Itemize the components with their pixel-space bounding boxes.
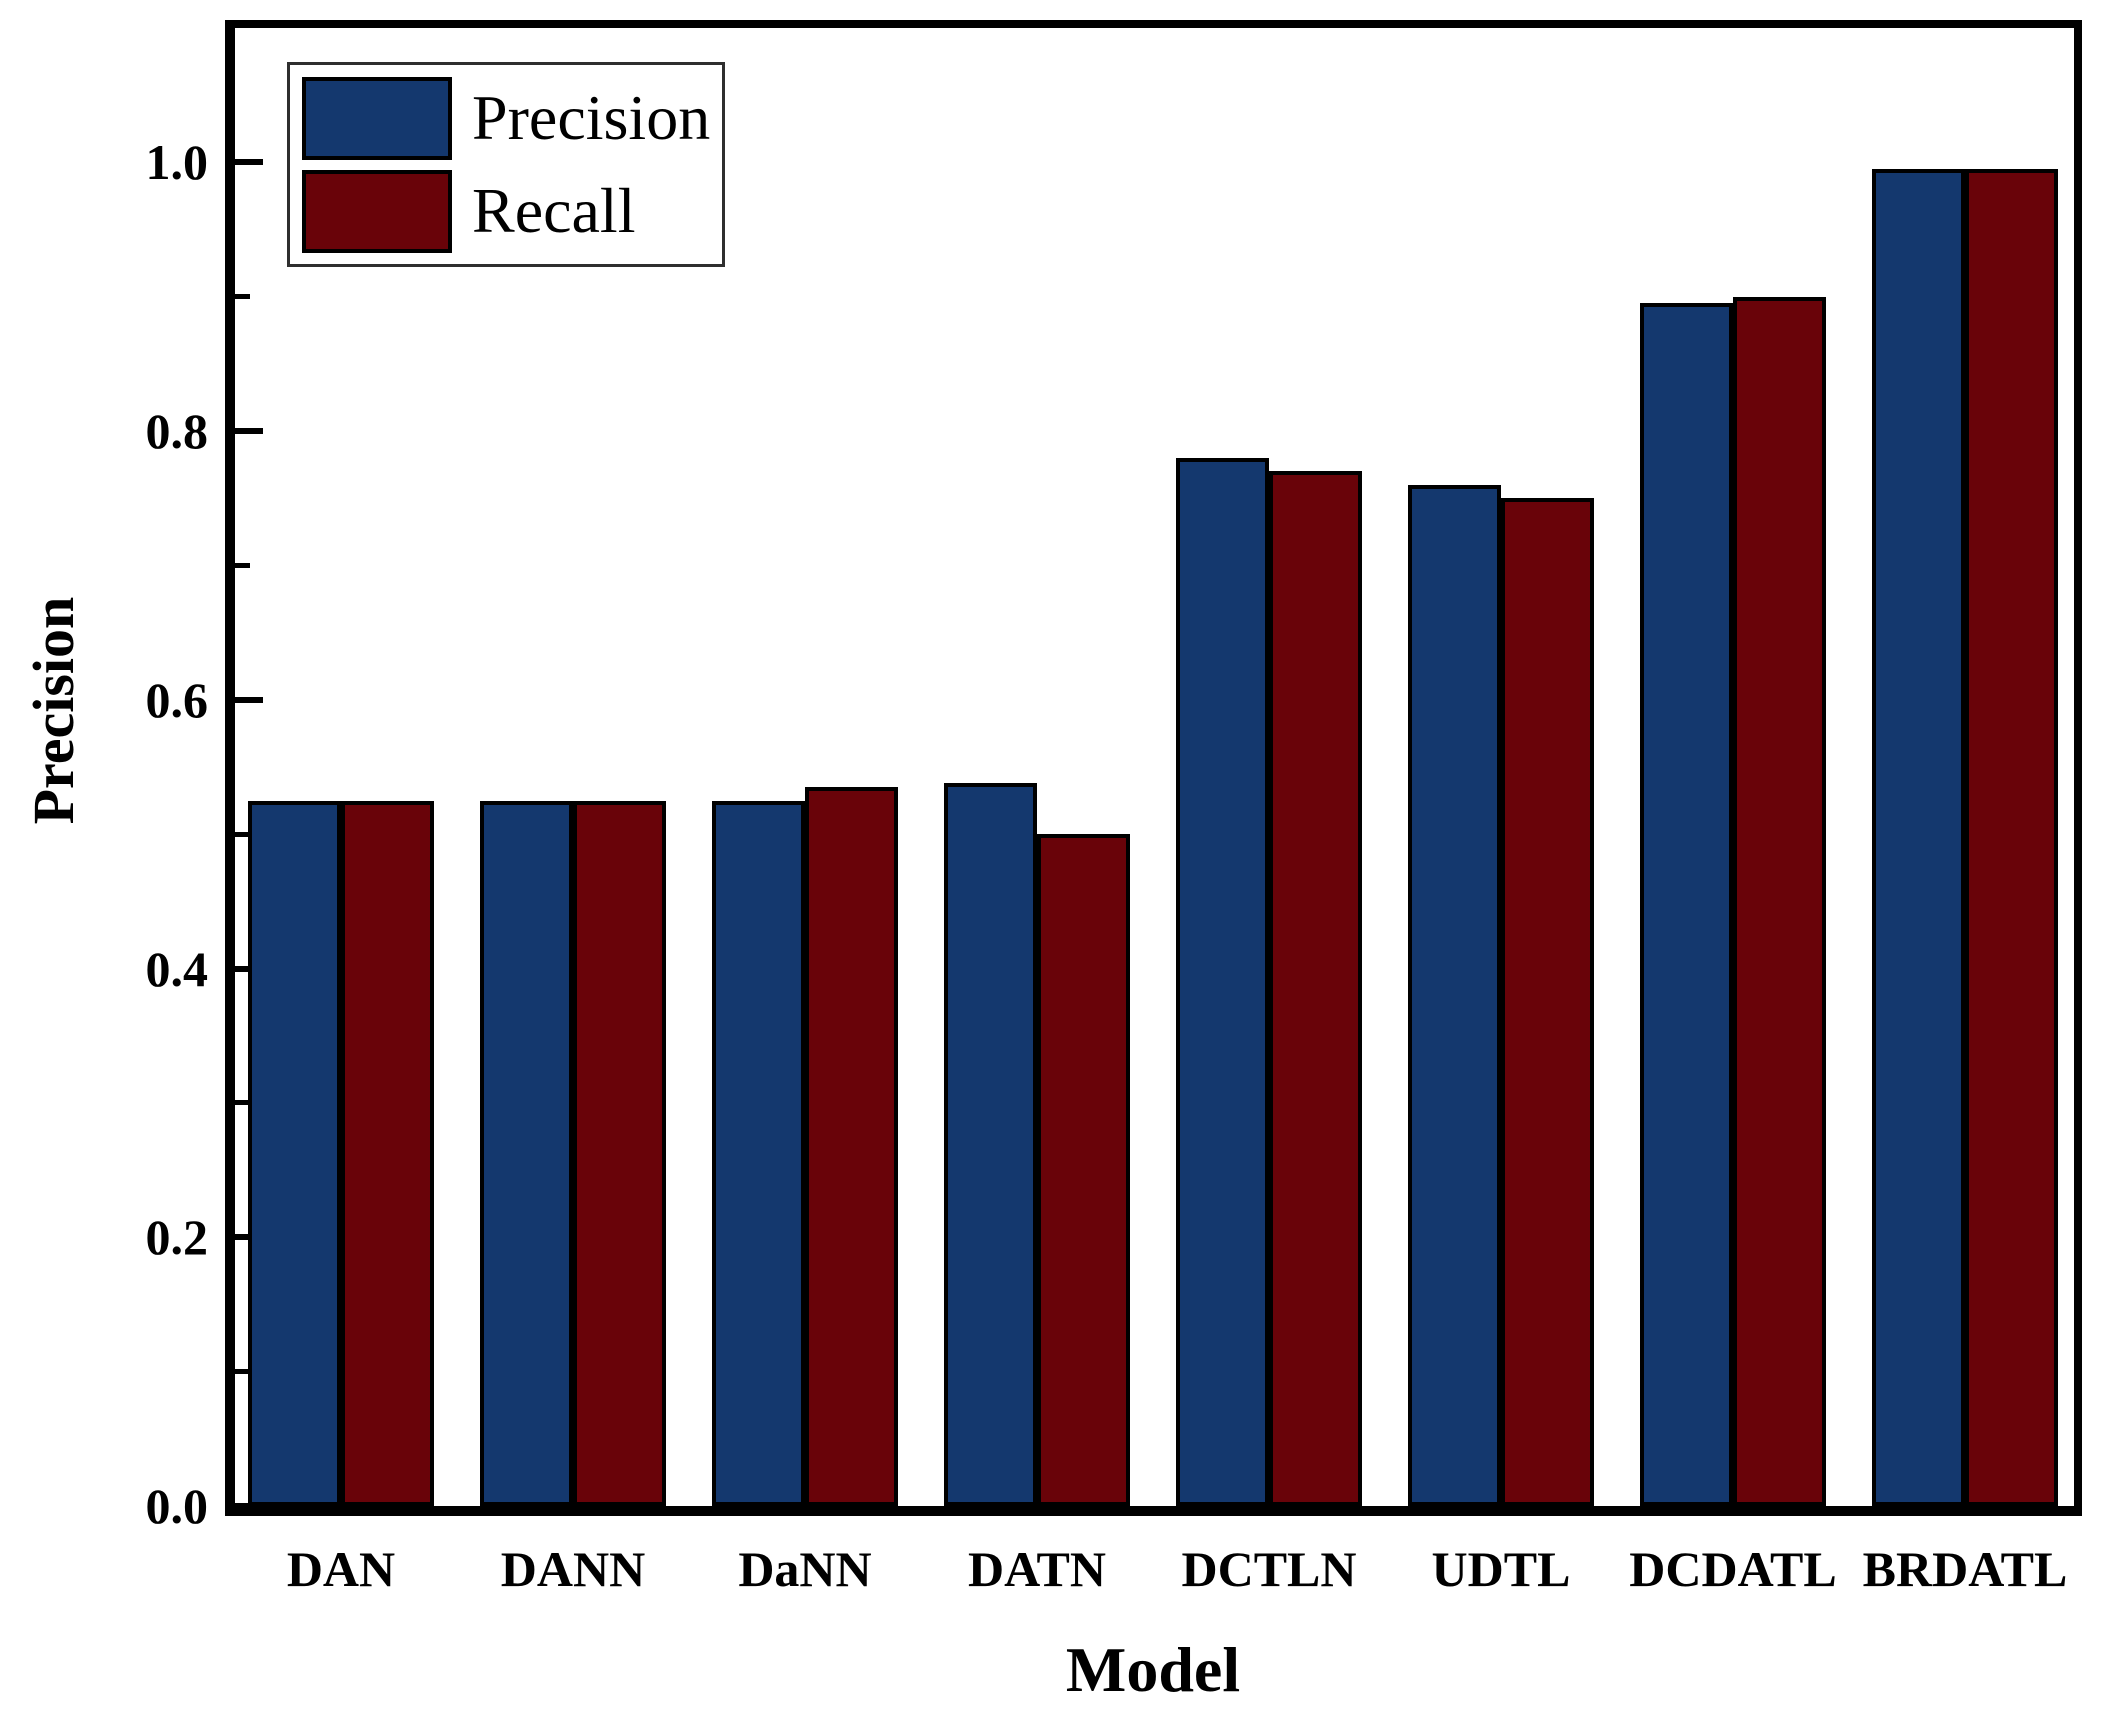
legend-swatch-precision-icon [302,76,452,160]
y-tick-label-0.8: 0.8 [145,403,209,460]
legend-swatch-recall-icon [302,169,452,253]
y-tick-label-0.2: 0.2 [145,1209,209,1266]
x-tick-label-DaNN: DaNN [738,1541,872,1597]
x-tick-label-DCTLN: DCTLN [1181,1541,1357,1597]
y-tick-label-0.0: 0.0 [145,1478,209,1534]
y-tick-major-0.6 [235,696,263,703]
bar-precision-UDTL [1408,485,1501,1506]
x-tick-label-DATN: DATN [968,1541,1106,1597]
legend-label-recall: Recall [472,175,636,246]
bar-recall-DANN [573,801,666,1506]
legend-label-precision: Precision [472,82,711,153]
plot-frame [225,20,2082,1516]
legend: Precision Recall [287,62,725,267]
x-tick-label-DANN: DANN [500,1541,646,1597]
y-tick-minor-0.3 [235,1100,250,1106]
bar-precision-DaNN [712,801,805,1506]
y-tick-minor-0.9 [235,294,250,300]
y-axis-title: Precision [21,597,86,825]
bar-precision-DAN [248,801,341,1506]
bar-recall-DCDATL [1733,297,1826,1506]
legend-item-recall: Recall [302,169,710,253]
bar-precision-DCTLN [1176,458,1269,1506]
legend-item-precision: Precision [302,76,711,160]
bar-recall-DaNN [805,787,898,1506]
y-tick-label-1.0: 1.0 [145,134,209,191]
x-tick-label-DAN: DAN [286,1541,396,1597]
bar-recall-BRDATL [1965,169,2058,1506]
y-tick-minor-0.1 [235,1369,250,1375]
x-tick-label-DCDATL: DCDATL [1629,1541,1837,1597]
x-tick-label-BRDATL: BRDATL [1862,1541,2068,1597]
y-tick-major-0.8 [235,428,263,435]
x-axis-title: Model [1065,1634,1241,1705]
bar-recall-DATN [1037,834,1130,1506]
y-tick-major-0 [235,1503,263,1509]
y-axis-title-text: Precision [21,596,86,825]
y-tick-major-1 [235,159,263,166]
x-tick-label-UDTL: UDTL [1431,1541,1571,1597]
bar-precision-DANN [480,801,573,1506]
y-tick-label-0.6: 0.6 [145,671,209,728]
plot-area [235,28,2074,1509]
bar-precision-DATN [944,783,1037,1506]
y-tick-label-0.4: 0.4 [145,940,209,997]
bar-recall-UDTL [1501,498,1594,1506]
y-tick-minor-0.5 [235,831,250,837]
bar-precision-DCDATL [1640,303,1733,1506]
bar-recall-DCTLN [1269,471,1362,1506]
bar-precision-BRDATL [1872,169,1965,1506]
bar-recall-DAN [341,801,434,1506]
y-tick-minor-0.7 [235,562,250,568]
